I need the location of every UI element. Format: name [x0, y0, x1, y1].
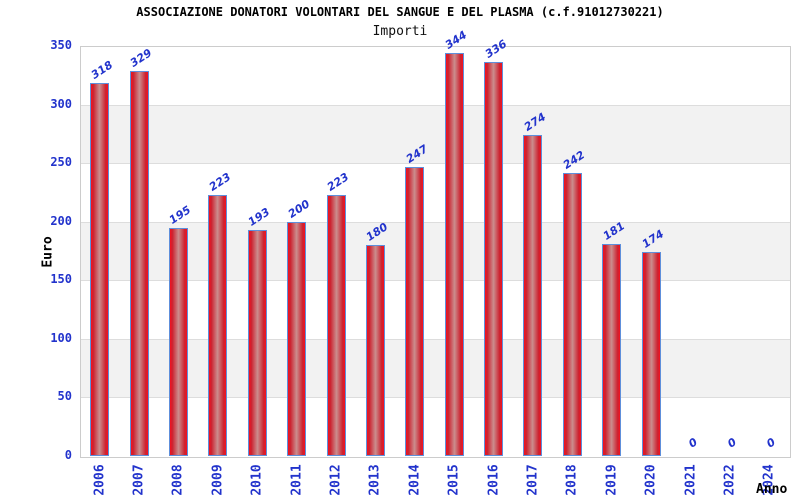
y-tick-label: 0	[64, 448, 72, 462]
gridline	[81, 221, 790, 223]
y-tick-label: 350	[50, 38, 72, 52]
bar	[405, 167, 425, 456]
bar	[208, 195, 228, 456]
x-tick-label: 2009	[210, 464, 226, 496]
y-tick-label: 250	[50, 155, 72, 170]
y-axis-title: Euro	[40, 236, 56, 268]
x-tick-label: 2006	[92, 464, 108, 496]
x-tick-label: 2010	[249, 464, 265, 496]
bar	[90, 83, 110, 456]
bar	[444, 53, 464, 456]
bar	[168, 228, 188, 456]
x-tick-label: 2016	[486, 464, 502, 496]
x-tick-label: 2012	[328, 464, 344, 496]
x-tick-label: 2014	[407, 464, 423, 496]
x-tick-label: 2020	[643, 464, 659, 496]
x-tick-label: 2007	[131, 464, 147, 496]
y-tick-label: 50	[57, 389, 72, 404]
gridline	[81, 104, 790, 106]
x-axis-title: Anno	[756, 482, 788, 497]
bar	[247, 230, 267, 456]
background-band	[81, 105, 790, 165]
bar	[287, 222, 307, 456]
x-tick-label: 2018	[564, 464, 580, 496]
x-tick-label: 2022	[722, 464, 738, 496]
bar	[365, 245, 385, 456]
gridline	[81, 163, 790, 165]
y-tick-label: 200	[50, 213, 72, 228]
x-tick-label: 2017	[525, 464, 541, 496]
bar	[562, 173, 582, 456]
y-tick-label: 300	[50, 96, 72, 111]
x-tick-label: 2008	[170, 464, 186, 496]
bar	[641, 252, 661, 456]
bar	[326, 195, 346, 456]
bar	[484, 62, 504, 456]
y-tick-label: 150	[50, 272, 72, 287]
bar	[129, 71, 149, 456]
bar	[602, 244, 622, 456]
x-tick-label: 2021	[683, 464, 699, 496]
chart-title: ASSOCIAZIONE DONATORI VOLONTARI DEL SANG…	[136, 5, 664, 19]
chart-subtitle: Importi	[372, 24, 428, 39]
x-tick-label: 2019	[604, 464, 620, 496]
x-tick-label: 2015	[446, 464, 462, 496]
y-tick-label: 100	[50, 330, 72, 345]
x-tick-label: 2011	[289, 464, 305, 496]
bar	[523, 135, 543, 456]
x-tick-label: 2013	[367, 464, 383, 496]
